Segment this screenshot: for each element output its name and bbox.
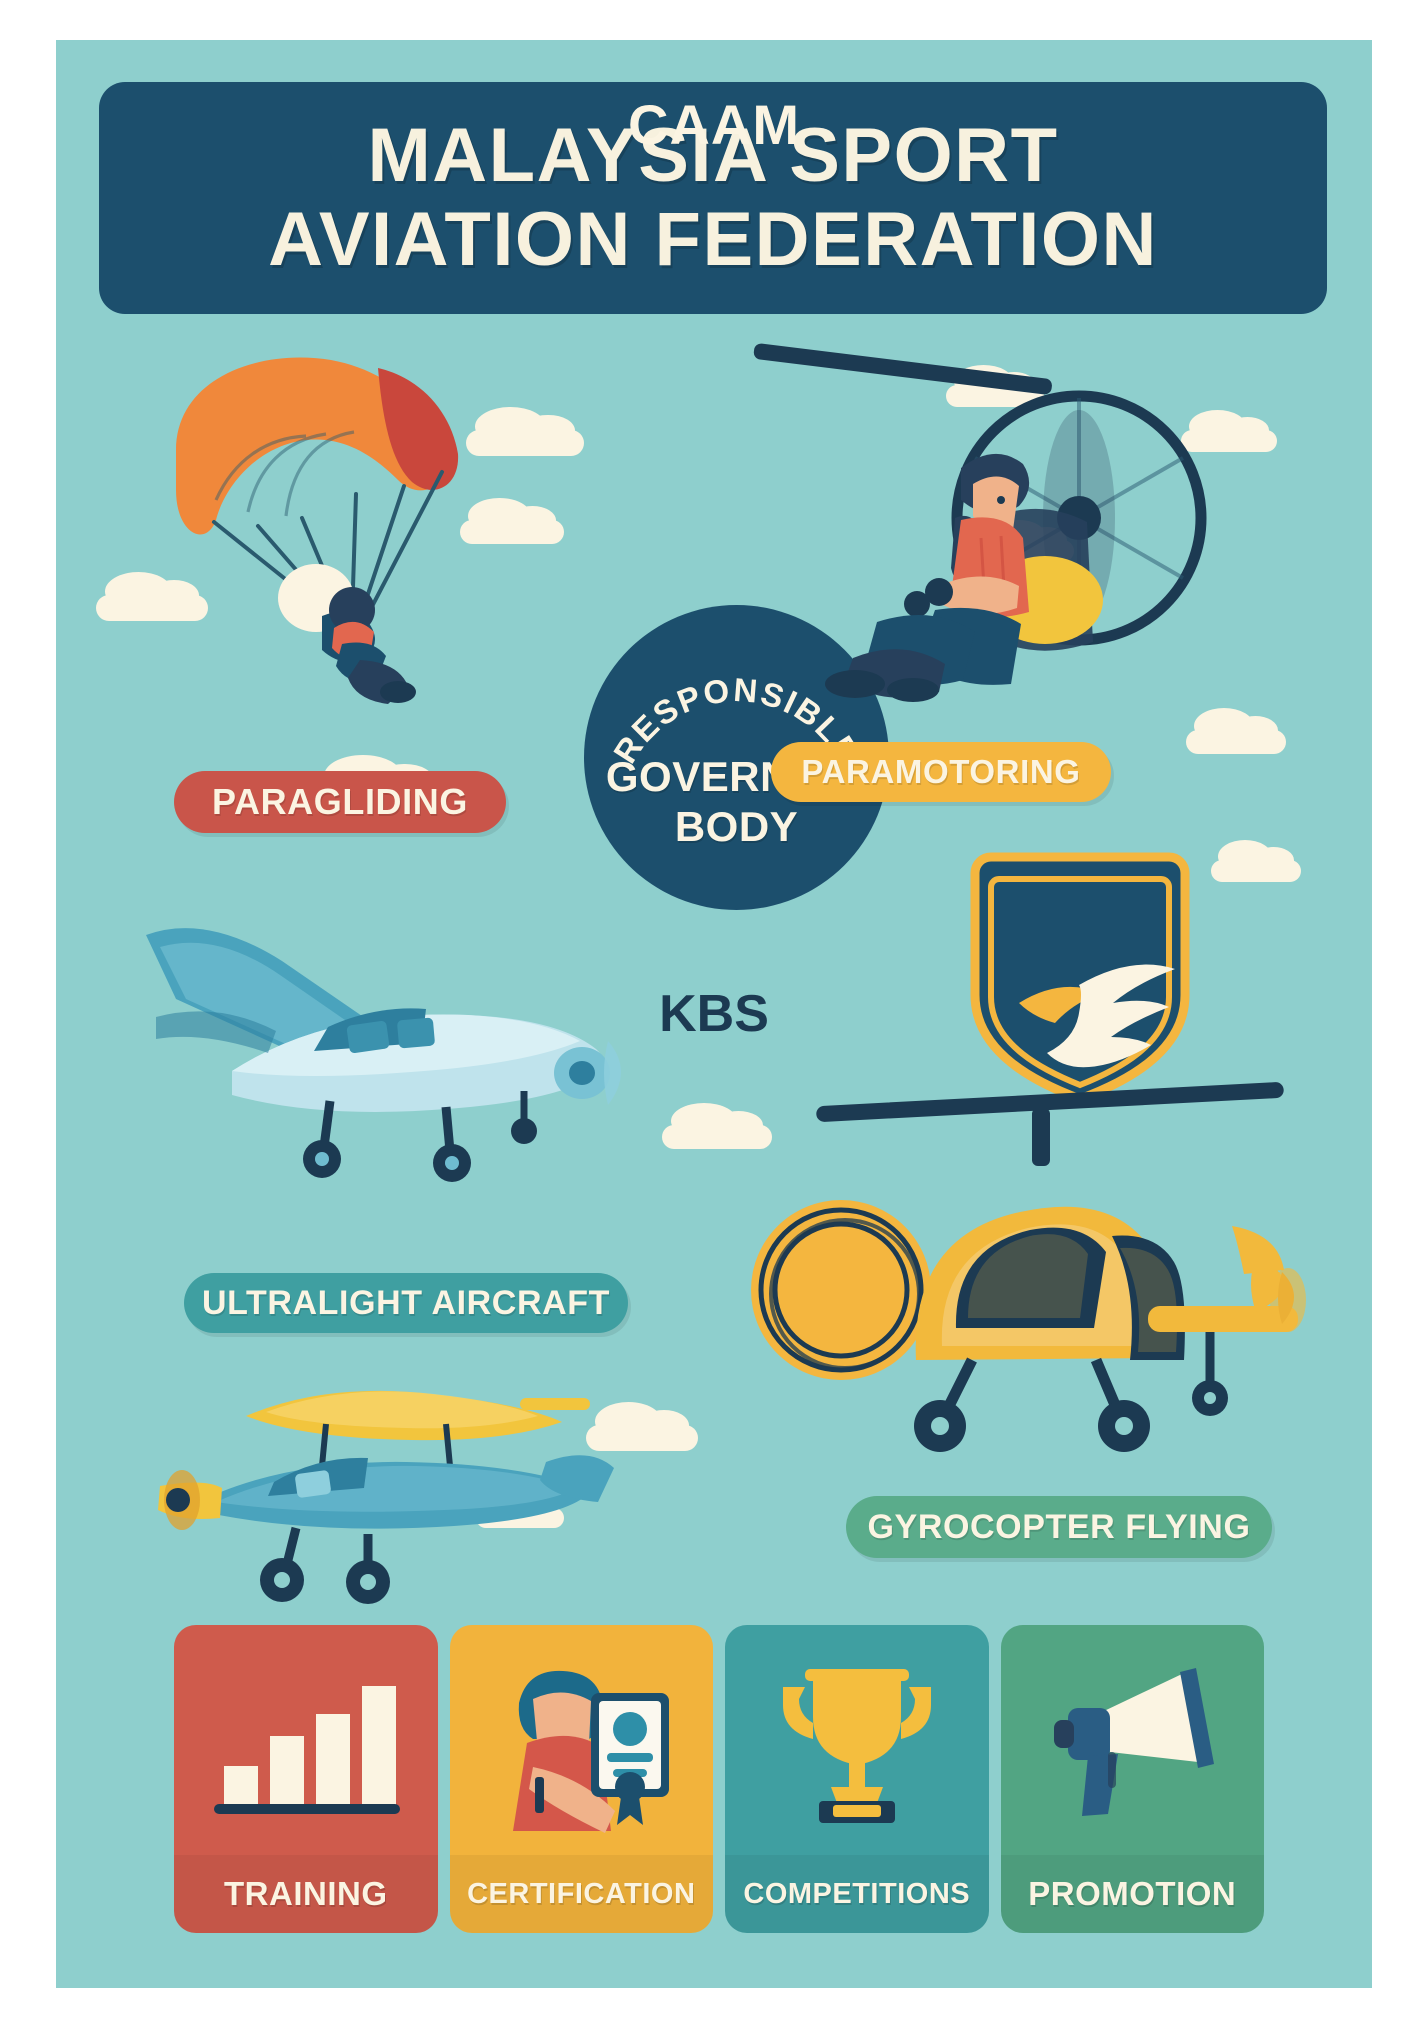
cloud-icon (586, 1401, 698, 1451)
bar-chart-icon (213, 1685, 400, 1814)
poster-title-banner: MALAYSIA SPORT AVIATION FEDERATION (99, 82, 1327, 314)
cloud-icon (1186, 708, 1286, 754)
cloud-icon (1181, 410, 1277, 452)
label-gyrocopter-flying-text: GYROCOPTER FLYING (867, 1507, 1251, 1546)
label-gyrocopter-flying: GYROCOPTER FLYING (846, 1496, 1272, 1558)
card-competitions[interactable]: COMPETITIONS (725, 1625, 989, 1933)
gyrocopter-illustration (816, 1082, 1306, 1452)
card-promotion[interactable]: PROMOTION (1000, 1625, 1265, 1933)
card-certification[interactable]: CERTIFICATION (449, 1625, 714, 1933)
megaphone-icon (1054, 1668, 1215, 1816)
card-competitions-label: COMPETITIONS (725, 1855, 989, 1933)
cloud-icon (1211, 840, 1301, 882)
caam-shield-badge (970, 852, 1190, 1104)
kbs-label: KBS (659, 985, 769, 1043)
caam-label: CAAM (628, 93, 800, 156)
kbs-seal-badge (751, 1200, 931, 1380)
card-promotion-art (1001, 1625, 1265, 1855)
card-certification-art (450, 1625, 714, 1855)
card-training[interactable]: TRAINING (174, 1625, 438, 1933)
label-paramotoring: PARAMOTORING (771, 742, 1111, 802)
certificate-person-icon (513, 1671, 670, 1834)
cloud-icon (466, 406, 584, 456)
governing-line-3: BODY (674, 803, 799, 850)
card-certification-label: CERTIFICATION (449, 1855, 713, 1933)
label-ultralight-aircraft-text: ULTRALIGHT AIRCRAFT (202, 1283, 610, 1322)
page-title-line-1: MALAYSIA SPORT (367, 112, 1059, 198)
page-title-line-2: AVIATION FEDERATION (268, 197, 1158, 282)
cloud-icon (96, 571, 208, 621)
biplane-illustration (158, 1390, 614, 1604)
label-paramotoring-text: PARAMOTORING (801, 753, 1081, 790)
card-training-label: TRAINING (174, 1855, 438, 1933)
function-cards-row: TRAINING CERTI (174, 1625, 1264, 1933)
trophy-icon (782, 1668, 931, 1823)
cloud-icon (662, 1103, 772, 1149)
label-paragliding-text: PARAGLIDING (212, 781, 468, 822)
paraglider-illustration (176, 357, 459, 704)
label-ultralight-aircraft: ULTRALIGHT AIRCRAFT (184, 1273, 628, 1333)
cloud-icon (460, 498, 564, 544)
card-promotion-label: PROMOTION (1000, 1855, 1264, 1933)
poster-canvas: MALAYSIA SPORT AVIATION FEDERATION (56, 40, 1372, 1988)
paramotor-pilot-illustration (753, 343, 1207, 702)
label-paragliding: PARAGLIDING (174, 771, 506, 833)
ultralight-aircraft-illustration (146, 928, 621, 1182)
card-competitions-art (725, 1625, 989, 1855)
card-training-art (174, 1625, 438, 1855)
